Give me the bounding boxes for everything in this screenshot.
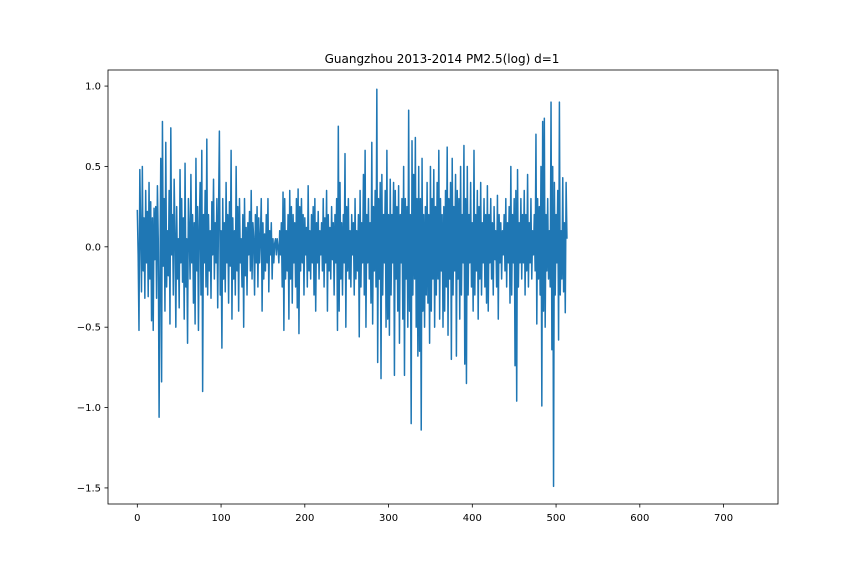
x-tick-label: 500	[547, 513, 566, 524]
y-tick-label: 1.0	[85, 82, 101, 93]
y-axis: −1.5 −1.0 −0.5 0.0 0.5 1.0	[77, 82, 108, 494]
series-line-0	[136, 88, 568, 488]
y-tick-label: −1.0	[77, 403, 101, 414]
x-tick-label: 600	[630, 513, 649, 524]
y-tick-label: −0.5	[77, 323, 101, 334]
x-tick-label: 700	[714, 513, 733, 524]
x-tick-label: 200	[295, 513, 314, 524]
x-tick-label: 300	[379, 513, 398, 524]
x-tick-label: 400	[463, 513, 482, 524]
plot-area	[136, 88, 568, 488]
plot-frame	[107, 69, 779, 505]
x-tick-label: 0	[134, 513, 140, 524]
y-tick-label: −1.5	[77, 483, 101, 494]
chart-title: Guangzhou 2013-2014 PM2.5(log) d=1	[325, 52, 560, 66]
y-tick-label: 0.5	[85, 162, 101, 173]
y-tick-label: 0.0	[85, 242, 101, 253]
x-axis: 0 100 200 300 400 500 600 700	[134, 504, 733, 524]
x-tick-label: 100	[212, 513, 231, 524]
